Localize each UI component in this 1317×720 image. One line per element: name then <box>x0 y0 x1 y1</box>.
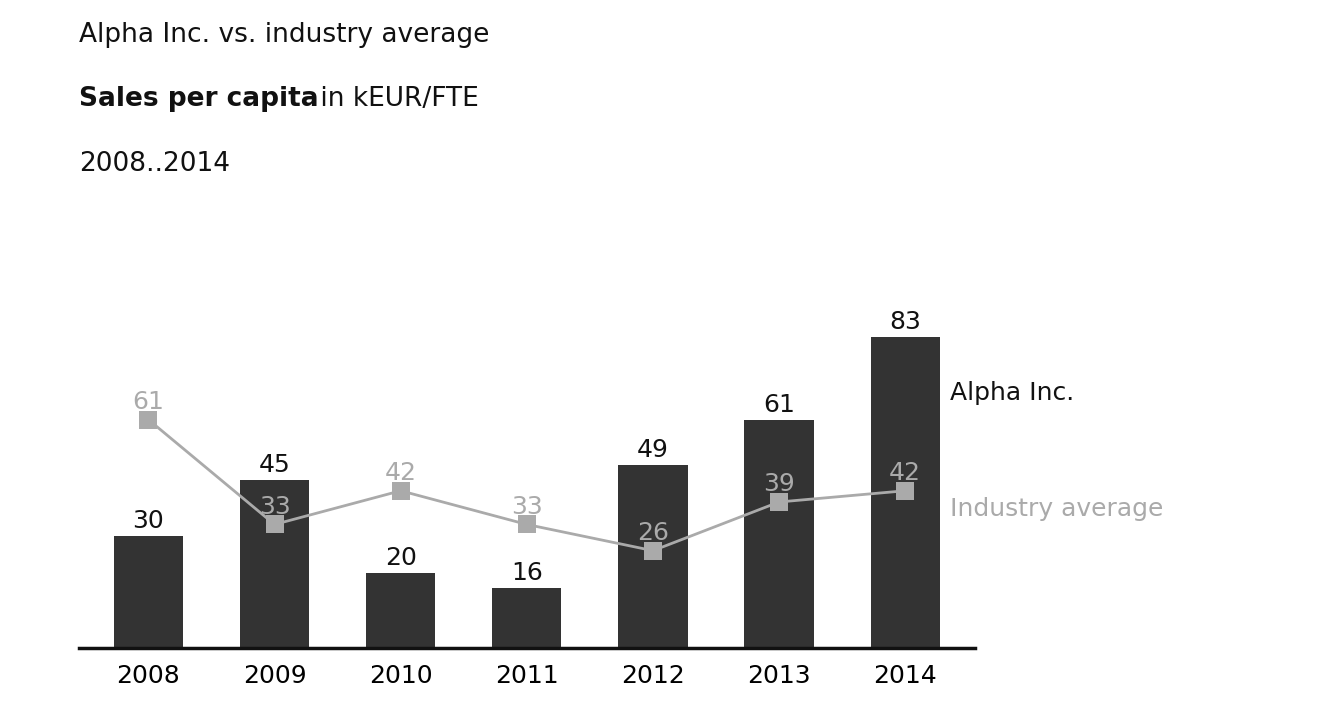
Bar <box>744 420 814 648</box>
Text: 42: 42 <box>889 461 921 485</box>
Text: 61: 61 <box>763 392 795 417</box>
Text: Industry average: Industry average <box>950 498 1163 521</box>
Text: 2008..2014: 2008..2014 <box>79 151 230 177</box>
Text: 26: 26 <box>637 521 669 545</box>
Text: 83: 83 <box>889 310 921 334</box>
Bar <box>240 480 309 648</box>
Text: 45: 45 <box>258 453 291 477</box>
Bar <box>618 464 687 648</box>
Bar <box>493 588 561 648</box>
Text: Alpha Inc. vs. industry average: Alpha Inc. vs. industry average <box>79 22 490 48</box>
Text: in kEUR/FTE: in kEUR/FTE <box>312 86 479 112</box>
Text: 49: 49 <box>637 438 669 462</box>
Text: Sales per capita: Sales per capita <box>79 86 319 112</box>
Text: 42: 42 <box>385 461 416 485</box>
Text: 30: 30 <box>133 509 165 533</box>
Text: 61: 61 <box>133 390 165 414</box>
Text: 33: 33 <box>511 495 543 519</box>
Text: 33: 33 <box>258 495 291 519</box>
Text: 20: 20 <box>385 546 416 570</box>
Bar <box>113 536 183 648</box>
Text: 16: 16 <box>511 561 543 585</box>
Text: Alpha Inc.: Alpha Inc. <box>950 381 1075 405</box>
Text: 39: 39 <box>763 472 795 496</box>
Bar <box>366 573 436 648</box>
Bar <box>871 337 940 648</box>
